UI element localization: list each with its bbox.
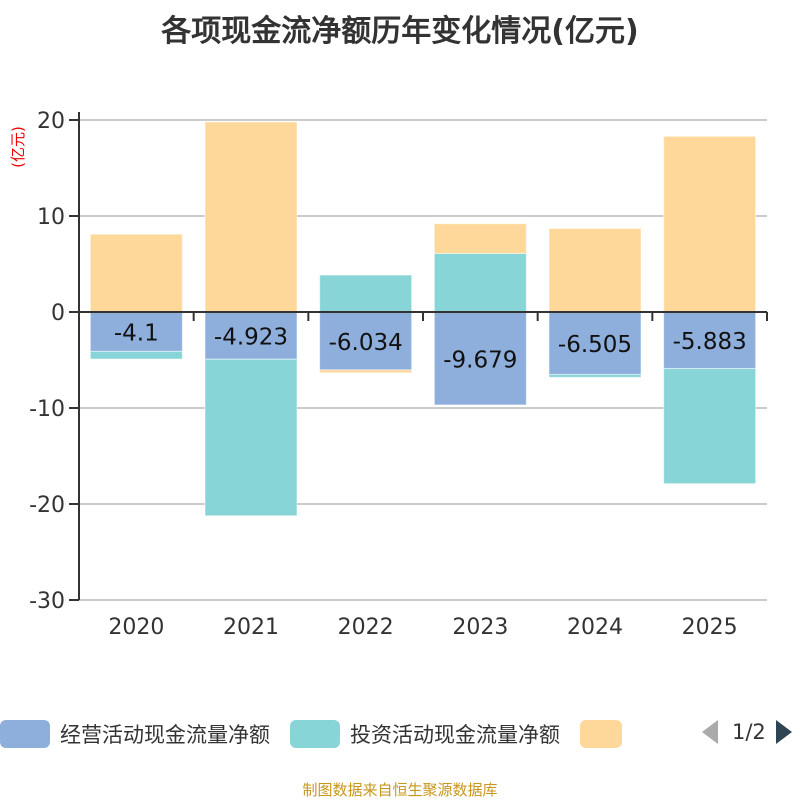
y-tick-label: -30 [29,589,65,614]
data-label: -4.923 [214,325,288,351]
legend-item-investing[interactable]: 投资活动现金流量净额 [290,719,560,749]
x-tick-label: 2025 [682,615,738,640]
legend-swatch [0,720,50,748]
y-tick-label: 0 [51,301,65,326]
data-label: -6.505 [558,332,632,358]
legend-item-financing[interactable] [580,720,632,748]
bar-2024-series-0 [548,311,642,375]
data-label: -6.034 [329,330,403,356]
y-axis-label: (亿元) [9,126,27,168]
x-tick-label: 2021 [223,615,279,640]
data-label: -4.1 [114,321,159,347]
y-tick-label: 20 [37,109,65,134]
data-label: -5.883 [673,329,747,355]
bar-2022-series-1 [319,274,413,313]
bar-2023-series-1 [433,252,527,313]
bar-2021-series-2 [204,121,298,313]
data-label: -9.679 [443,347,517,373]
data-source: 制图数据来自恒生聚源数据库 [302,781,498,799]
y-tick-label: -10 [29,397,65,422]
bar-2021-series-0 [204,311,298,360]
legend-label: 经营活动现金流量净额 [60,723,270,747]
bar-2024-series-1 [548,373,642,378]
legend-swatch [580,720,622,748]
legend-swatch [290,720,340,748]
bar-2022-series-0 [319,311,413,371]
bar-2025-series-0 [663,311,757,369]
legend: 经营活动现金流量净额 投资活动现金流量净额 [0,718,652,750]
legend-pager: 1/2 [700,718,794,746]
bar-2025-series-2 [663,135,757,313]
y-tick-label: -20 [29,493,65,518]
x-tick-label: 2024 [567,615,623,640]
x-tick-label: 2020 [108,615,164,640]
legend-item-operating[interactable]: 经营活动现金流量净额 [0,719,270,749]
next-page-icon[interactable] [774,718,794,746]
prev-page-icon[interactable] [700,718,720,746]
y-tick-label: 10 [37,205,65,230]
bar-2024-series-2 [548,227,642,313]
bar-2021-series-1 [204,358,298,517]
bar-2023-series-0 [433,311,527,406]
bar-2022-series-2 [319,369,413,374]
legend-page-indicator: 1/2 [732,720,766,744]
bar-2023-series-2 [433,223,527,254]
bar-2020-series-2 [89,233,183,313]
x-tick-label: 2022 [338,615,394,640]
bar-2020-series-1 [89,350,183,360]
chart-area: 20 10 0 -10 -20 -30 (亿元) -4.1 2020 -4.923 2021 -6.0… [9,109,768,640]
bar-2025-series-1 [663,367,757,485]
bar-2020-series-0 [89,311,183,352]
legend-label: 投资活动现金流量净额 [350,723,560,747]
chart-title: 各项现金流净额历年变化情况(亿元) [161,14,639,49]
x-tick-label: 2023 [452,615,508,640]
